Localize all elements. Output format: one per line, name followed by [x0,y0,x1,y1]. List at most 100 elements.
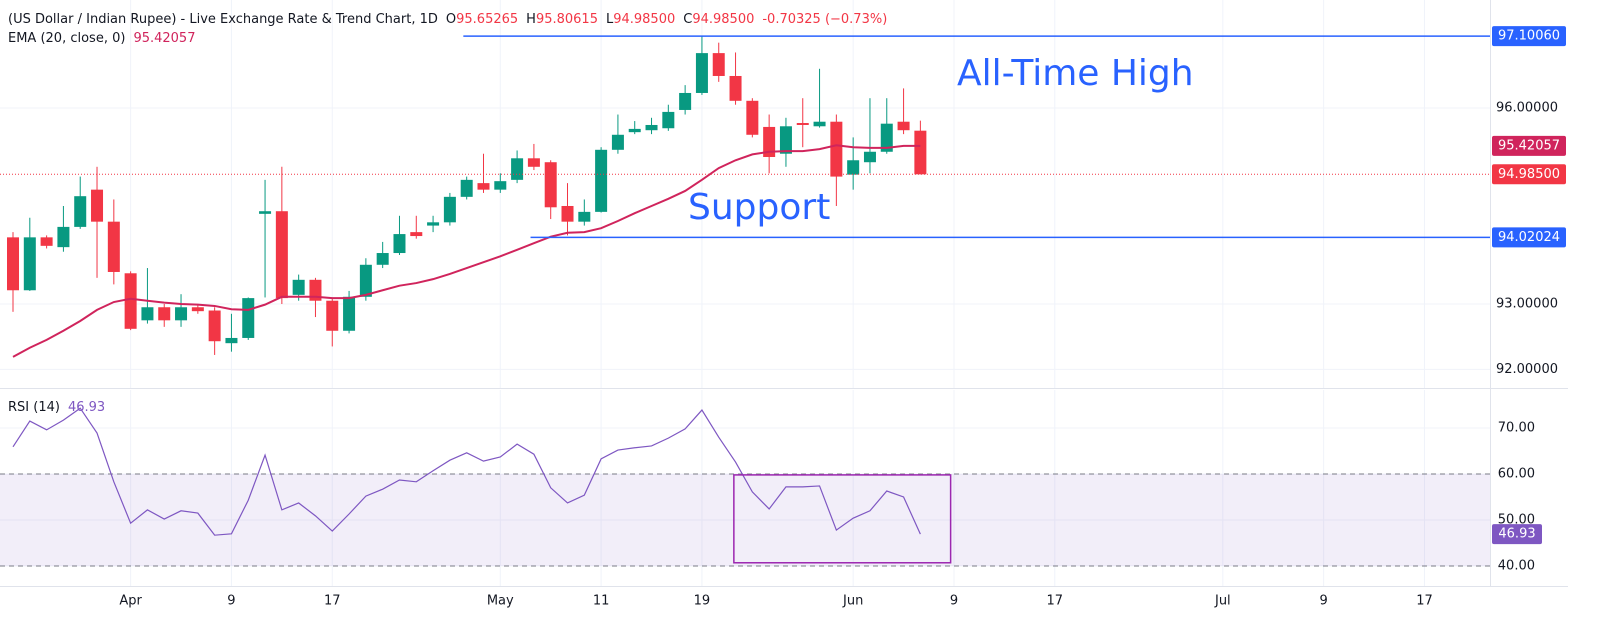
candle-body [477,183,490,190]
x-tick-label: 19 [694,594,711,609]
ohlc-value: 95.80615 [536,12,598,27]
candle-body [259,211,272,214]
ohlc-key: H [526,12,536,27]
candle-body [225,337,238,344]
candle-body [57,226,70,248]
candle-body [830,121,843,177]
ema-name: EMA (20, close, 0) [8,31,125,46]
candle-body [343,296,356,331]
rsi-band [0,473,1490,566]
price-tag-label: 95.42057 [1498,138,1560,153]
rsi-name: RSI (14) [8,400,60,415]
price-tag-label: 97.10060 [1498,29,1560,44]
candle-body [544,162,557,208]
ohlc-key: C [683,12,692,27]
x-tick-label: 17 [1047,594,1064,609]
candle-body [427,222,440,226]
rsi-tag-label: 46.93 [1498,527,1535,542]
candle-body [158,307,171,321]
candle-body [595,149,608,212]
price-tag-label: 94.02024 [1498,230,1560,245]
x-tick-label: 9 [227,594,235,609]
y-tick-label: 92.00000 [1496,362,1558,377]
candle-body [91,189,104,222]
candle-body [746,100,759,135]
candle-body [813,121,826,127]
price-tag [1492,26,1566,47]
candle-body [359,264,372,297]
candle-body [494,181,507,190]
candle-body [897,121,910,131]
ohlc-value: 95.65265 [456,12,518,27]
candle-body [578,211,591,222]
y-tick-label: 96.00000 [1496,100,1558,115]
ema-legend: EMA (20, close, 0) 95.42057 [8,31,195,46]
candle-body [611,134,624,150]
x-tick-label: Jul [1214,594,1231,609]
highlight-box [733,474,952,564]
rsi-legend: RSI (14) 46.93 [8,400,105,415]
candle-body [511,158,524,180]
x-tick-label: Jun [842,594,863,609]
candle-body [443,196,456,223]
candle-body [628,128,641,133]
candle-body [880,123,893,152]
x-tick-label: May [487,594,514,609]
y-tick-label: 50.00 [1498,512,1535,527]
ohlc-value: 94.98500 [692,12,754,27]
x-tick-label: 17 [1416,594,1433,609]
candle-body [527,158,540,167]
rsi-line [12,407,921,536]
candle-body [292,279,305,295]
rsi-value: 46.93 [68,400,105,415]
candle-body [712,53,725,76]
candle-body [7,237,20,291]
ema-line [12,144,921,358]
candle-body [376,253,389,265]
candle-body [410,232,423,237]
ohlc-key: L [606,12,614,27]
grid [0,0,1490,586]
price-tag [1492,227,1566,248]
candle-body [141,307,154,321]
price-tag-label: 94.98500 [1498,167,1560,182]
candle-body [74,196,87,227]
ema-value: 95.42057 [133,31,195,46]
x-tick-label: Apr [119,594,142,609]
price-tag [1492,135,1566,156]
candle-body [914,130,927,175]
ohlc-value: 94.98500 [613,12,675,27]
annotation: All-Time High [957,53,1194,94]
chart-title: (US Dollar / Indian Rupee) - Live Exchan… [8,12,438,27]
candle-body [729,75,742,101]
y-tick-label: 60.00 [1498,466,1535,481]
candle-body [275,211,288,299]
candle-body [393,234,406,254]
labels: Apr 9 17 May 11 19 Jun 9 17 Jul 9 17 92.00000 93.0000… [8,12,1566,609]
ohlc-key: O [446,12,456,27]
candle-body [107,221,120,272]
x-tick-label: 9 [950,594,958,609]
y-tick-label: 40.00 [1498,558,1535,573]
annotation: Support [688,187,830,228]
candle-body [40,237,53,246]
marks [0,35,1490,564]
candle-body [460,179,473,197]
candle-body [662,111,675,129]
candle-body [779,126,792,154]
chart-header: (US Dollar / Indian Rupee) - Live Exchan… [8,12,887,27]
y-tick-label: 70.00 [1498,420,1535,435]
ohlc-change: -0.70325 (−0.73%) [762,12,887,27]
candle-body [695,53,708,93]
candle-body [175,307,188,321]
y-tick-label: 93.00000 [1496,296,1558,311]
candle-body [847,160,860,175]
candle-body [863,151,876,163]
price-tag [1492,164,1566,185]
rsi-tag [1492,524,1542,545]
candle-body [124,273,137,329]
candle-body [796,123,809,125]
candle-body [242,298,255,338]
x-tick-label: 9 [1320,594,1328,609]
